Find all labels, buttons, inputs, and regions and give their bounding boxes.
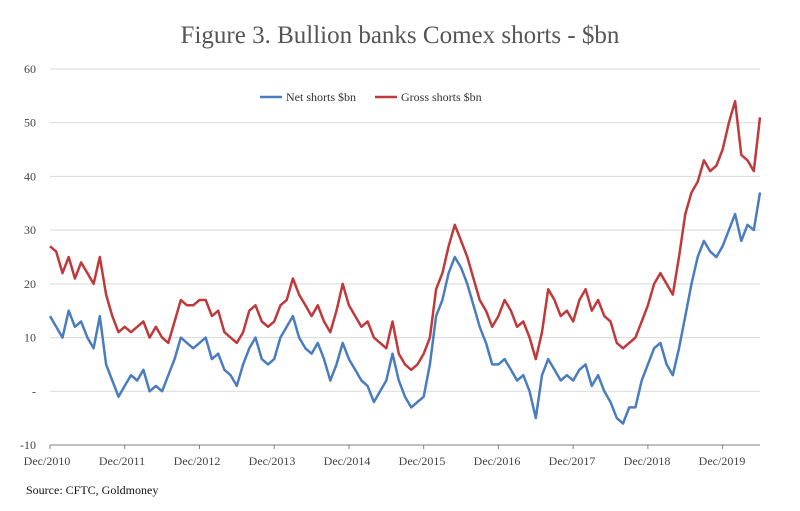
y-tick-label: 20 — [24, 277, 36, 291]
x-tick-label: Dec/2014 — [324, 454, 371, 468]
y-tick-label: 30 — [24, 223, 36, 237]
y-tick-label: 60 — [24, 62, 36, 76]
y-tick-label: 40 — [24, 169, 36, 183]
y-tick-label: 10 — [24, 331, 36, 345]
source-note: Source: CFTC, Goldmoney — [26, 483, 159, 497]
y-tick-label: - — [32, 384, 36, 398]
x-tick-label: Dec/2013 — [249, 454, 296, 468]
legend-label-gross-shorts-bn: Gross shorts $bn — [401, 90, 482, 104]
x-tick-label: Dec/2016 — [474, 454, 521, 468]
x-tick-label: Dec/2017 — [549, 454, 596, 468]
series-line-gross-shorts-bn — [49, 99, 762, 372]
y-tick-label: -10 — [20, 438, 36, 452]
x-tick-label: Dec/2019 — [699, 454, 746, 468]
legend-label-net-shorts-bn: Net shorts $bn — [286, 90, 356, 104]
y-tick-label: 50 — [24, 116, 36, 130]
x-tick-label: Dec/2018 — [624, 454, 671, 468]
x-tick-label: Dec/2011 — [99, 454, 145, 468]
x-tick-label: Dec/2015 — [399, 454, 446, 468]
x-tick-label: Dec/2012 — [174, 454, 221, 468]
series-line-net-shorts-bn — [48, 192, 762, 425]
chart-title: Figure 3. Bullion banks Comex shorts - $… — [180, 22, 620, 49]
x-tick-label: Dec/2010 — [24, 454, 71, 468]
